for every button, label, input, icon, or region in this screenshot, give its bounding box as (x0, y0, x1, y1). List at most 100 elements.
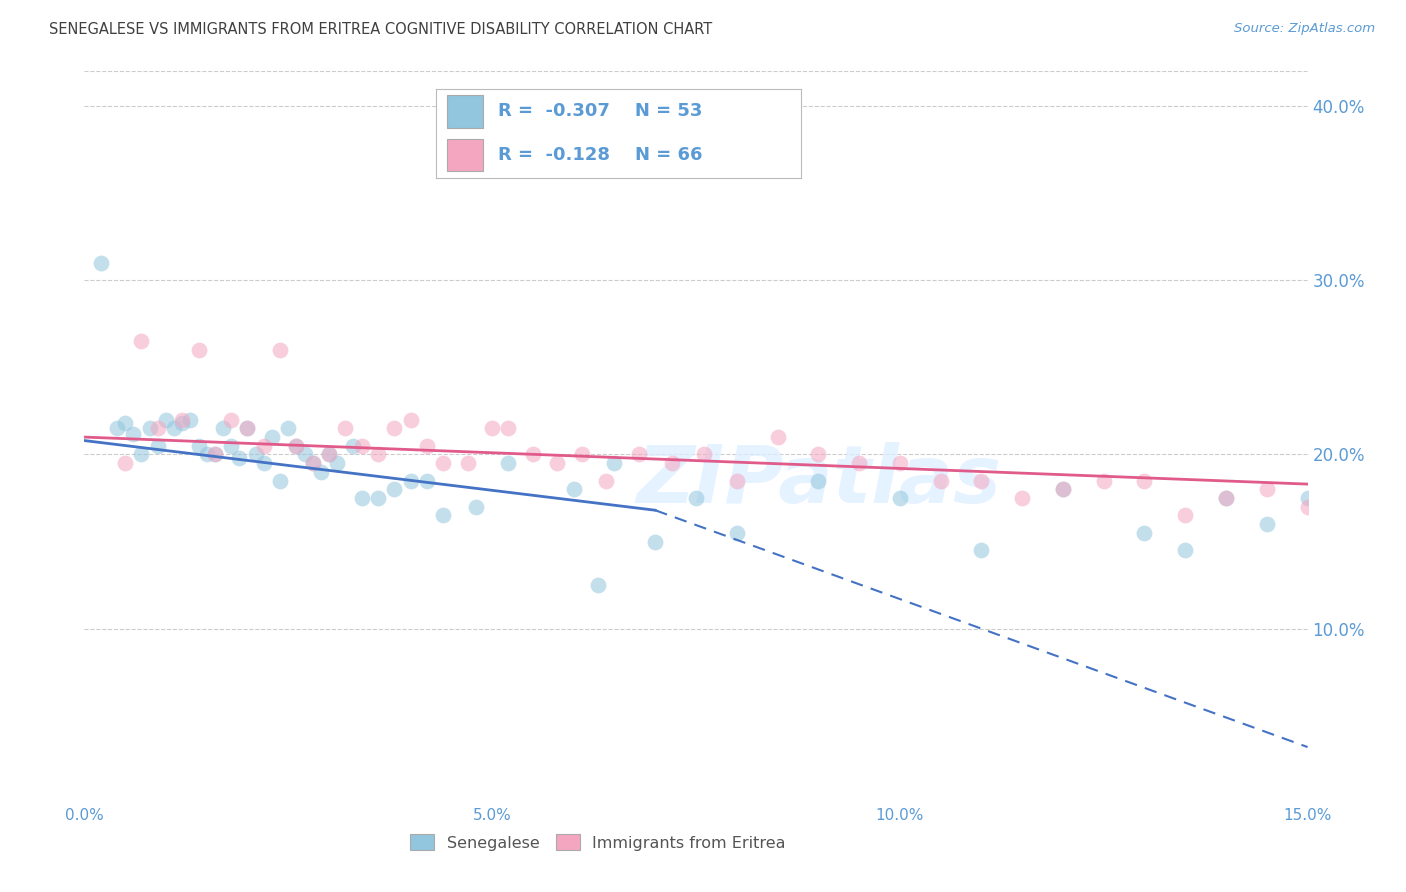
Point (416, 439, 439, 453)
Point (309, 465, 332, 479)
Point (1052, 483, 1074, 497)
Point (766, 430, 789, 444)
Point (725, 525, 748, 540)
Point (382, 421, 405, 435)
Point (367, 448, 389, 462)
Point (498, 456, 520, 470)
Point (318, 448, 340, 462)
Point (382, 483, 405, 497)
Point (146, 421, 169, 435)
Point (1296, 491, 1319, 505)
Point (122, 426, 145, 441)
Point (1256, 517, 1278, 532)
Bar (447, 95, 484, 128)
Point (498, 421, 520, 435)
Point (1256, 483, 1278, 497)
Text: Source: ZipAtlas.com: Source: ZipAtlas.com (1234, 22, 1375, 36)
Point (595, 474, 617, 488)
Point (318, 448, 340, 462)
Point (269, 343, 291, 357)
Point (204, 448, 226, 462)
Point (1174, 543, 1197, 558)
Point (260, 430, 283, 444)
Point (285, 439, 308, 453)
Point (195, 448, 218, 462)
Point (546, 456, 568, 470)
Point (253, 456, 276, 470)
Point (285, 439, 308, 453)
Point (685, 491, 707, 505)
Point (1011, 491, 1033, 505)
Point (889, 491, 911, 505)
Text: ZIPatlas: ZIPatlas (636, 442, 1001, 520)
Point (172, 416, 194, 430)
Point (432, 508, 454, 523)
Point (219, 439, 242, 453)
Point (131, 448, 153, 462)
Text: SENEGALESE VS IMMIGRANTS FROM ERITREA COGNITIVE DISABILITY CORRELATION CHART: SENEGALESE VS IMMIGRANTS FROM ERITREA CO… (49, 22, 713, 37)
Point (644, 534, 666, 549)
Point (367, 491, 389, 505)
Point (1337, 508, 1360, 523)
Point (114, 416, 136, 430)
Point (929, 474, 952, 488)
Point (807, 448, 830, 462)
Point (131, 334, 153, 349)
Point (1133, 474, 1156, 488)
Point (693, 448, 716, 462)
Point (522, 448, 544, 462)
Point (187, 343, 209, 357)
Point (1215, 491, 1237, 505)
Text: R =  -0.307    N = 53: R = -0.307 N = 53 (498, 103, 703, 120)
Point (1296, 500, 1319, 514)
Bar (447, 139, 484, 171)
Point (432, 456, 454, 470)
Point (342, 439, 364, 453)
Point (399, 474, 422, 488)
Point (457, 456, 479, 470)
Point (464, 500, 486, 514)
Point (481, 421, 503, 435)
Point (301, 456, 323, 470)
Point (294, 448, 316, 462)
Point (627, 448, 650, 462)
Point (416, 474, 439, 488)
Point (350, 491, 373, 505)
Point (138, 421, 160, 435)
Point (1215, 491, 1237, 505)
Point (848, 456, 870, 470)
Point (571, 448, 593, 462)
Point (245, 448, 267, 462)
Point (179, 412, 201, 426)
Point (350, 439, 373, 453)
Point (725, 474, 748, 488)
Text: R =  -0.128    N = 66: R = -0.128 N = 66 (498, 146, 703, 164)
Point (277, 421, 299, 435)
Point (1174, 508, 1197, 523)
Point (586, 578, 609, 592)
Point (661, 456, 683, 470)
Point (219, 412, 242, 426)
Point (1052, 483, 1074, 497)
Point (236, 421, 259, 435)
Point (603, 456, 626, 470)
Point (269, 474, 291, 488)
Point (90, 256, 112, 270)
Point (172, 412, 194, 426)
Point (236, 421, 259, 435)
Point (301, 456, 323, 470)
Point (1092, 474, 1115, 488)
Legend: Senegalese, Immigrants from Eritrea: Senegalese, Immigrants from Eritrea (404, 828, 793, 857)
Point (105, 421, 128, 435)
Point (1378, 500, 1400, 514)
Point (970, 543, 993, 558)
Point (807, 474, 830, 488)
Point (335, 421, 357, 435)
Point (889, 456, 911, 470)
Point (146, 439, 169, 453)
Point (970, 474, 993, 488)
Point (114, 456, 136, 470)
Point (399, 412, 422, 426)
Point (204, 448, 226, 462)
Point (326, 456, 349, 470)
